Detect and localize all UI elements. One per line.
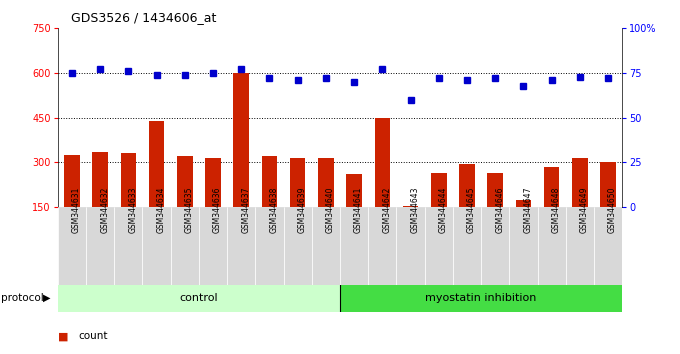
Bar	[233, 73, 249, 207]
Bar	[566, 207, 594, 285]
Bar	[340, 207, 369, 285]
Bar	[284, 207, 312, 285]
Bar	[149, 121, 165, 207]
Text: GSM344649: GSM344649	[580, 186, 589, 233]
Bar	[312, 207, 340, 285]
Text: GSM344636: GSM344636	[213, 186, 222, 233]
Bar	[375, 118, 390, 207]
Bar	[227, 207, 256, 285]
Text: GSM344645: GSM344645	[467, 186, 476, 233]
Text: GSM344638: GSM344638	[269, 186, 278, 233]
Bar	[92, 152, 108, 207]
Bar	[509, 207, 538, 285]
Bar	[256, 207, 284, 285]
Text: GSM344640: GSM344640	[326, 186, 335, 233]
Bar	[515, 200, 531, 207]
Text: control: control	[180, 293, 218, 303]
Text: GSM344633: GSM344633	[129, 186, 137, 233]
Bar	[262, 156, 277, 207]
Bar	[318, 158, 334, 207]
Bar	[425, 207, 453, 285]
Bar	[594, 207, 622, 285]
Bar	[58, 207, 86, 285]
Bar	[538, 207, 566, 285]
Bar	[114, 207, 143, 285]
Text: count: count	[78, 331, 107, 341]
Text: GSM344643: GSM344643	[411, 186, 420, 233]
Bar	[369, 207, 396, 285]
Bar	[544, 167, 560, 207]
Bar	[205, 158, 221, 207]
Text: protocol: protocol	[1, 293, 44, 303]
Text: GSM344648: GSM344648	[551, 186, 560, 233]
Text: GSM344646: GSM344646	[495, 186, 504, 233]
Text: GSM344644: GSM344644	[439, 186, 447, 233]
Bar	[346, 174, 362, 207]
Text: GSM344641: GSM344641	[354, 186, 363, 233]
Bar	[177, 156, 192, 207]
Bar	[64, 155, 80, 207]
Bar	[290, 158, 305, 207]
Bar	[488, 173, 503, 207]
Bar	[481, 207, 509, 285]
Bar	[340, 285, 622, 312]
Bar	[58, 285, 340, 312]
Text: GDS3526 / 1434606_at: GDS3526 / 1434606_at	[71, 11, 217, 24]
Bar	[143, 207, 171, 285]
Bar	[431, 173, 447, 207]
Text: GSM344635: GSM344635	[185, 186, 194, 233]
Text: GSM344642: GSM344642	[382, 186, 391, 233]
Bar	[120, 154, 136, 207]
Text: GSM344639: GSM344639	[298, 186, 307, 233]
Bar	[453, 207, 481, 285]
Text: ▶: ▶	[43, 293, 50, 303]
Text: ■: ■	[58, 331, 68, 341]
Bar	[199, 207, 227, 285]
Text: GSM344647: GSM344647	[524, 186, 532, 233]
Text: GSM344650: GSM344650	[608, 186, 617, 233]
Bar	[459, 164, 475, 207]
Bar	[403, 206, 418, 207]
Text: GSM344631: GSM344631	[72, 186, 81, 233]
Text: myostatin inhibition: myostatin inhibition	[426, 293, 537, 303]
Text: GSM344637: GSM344637	[241, 186, 250, 233]
Bar	[600, 162, 616, 207]
Text: GSM344634: GSM344634	[156, 186, 165, 233]
Bar	[572, 158, 588, 207]
Bar	[86, 207, 114, 285]
Text: GSM344632: GSM344632	[100, 186, 109, 233]
Bar	[396, 207, 425, 285]
Bar	[171, 207, 199, 285]
